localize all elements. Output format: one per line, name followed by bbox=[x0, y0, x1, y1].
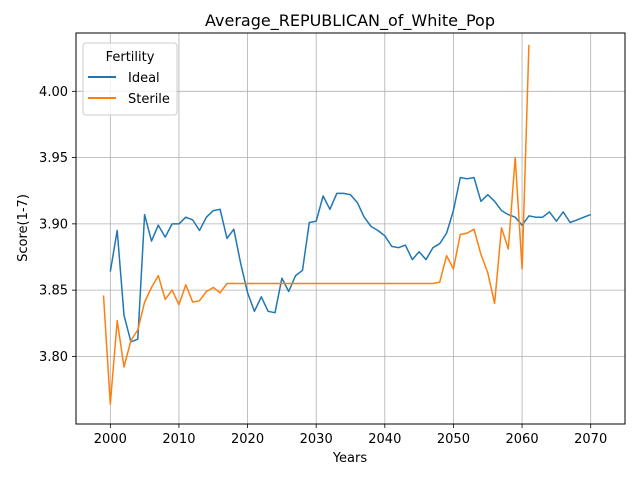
legend-label-ideal: Ideal bbox=[128, 71, 160, 86]
x-tick-label: 2020 bbox=[231, 432, 264, 447]
x-tick-label: 2050 bbox=[437, 432, 470, 447]
plot-frame bbox=[75, 32, 626, 425]
x-tick-label: 2060 bbox=[506, 432, 539, 447]
chart-title: Average_REPUBLICAN_of_White_Pop bbox=[205, 11, 495, 31]
series-lines bbox=[102, 44, 591, 405]
legend-label-sterile: Sterile bbox=[128, 92, 170, 107]
x-tick-label: 2010 bbox=[162, 432, 195, 447]
x-tick-label: 2000 bbox=[94, 432, 127, 447]
legend-title: Fertility bbox=[106, 50, 155, 65]
y-tick-label: 3.90 bbox=[39, 217, 68, 232]
y-axis-label: Score(1-7) bbox=[16, 194, 31, 262]
legend: Fertility Ideal Sterile bbox=[82, 42, 178, 116]
axis-ticks: 2000 2010 2020 2030 2040 2050 2060 2070 3.80 3.85… bbox=[39, 85, 607, 447]
x-tick-label: 2040 bbox=[368, 432, 401, 447]
grid-lines bbox=[76, 33, 625, 424]
x-tick-label: 2030 bbox=[300, 432, 333, 447]
y-tick-label: 3.80 bbox=[39, 350, 68, 365]
x-tick-label: 2070 bbox=[574, 432, 607, 447]
series-line-sterile bbox=[102, 44, 530, 405]
y-tick-label: 3.85 bbox=[39, 284, 68, 299]
x-axis-label: Years bbox=[332, 451, 368, 466]
y-tick-label: 4.00 bbox=[39, 85, 68, 100]
y-tick-label: 3.95 bbox=[39, 151, 68, 166]
